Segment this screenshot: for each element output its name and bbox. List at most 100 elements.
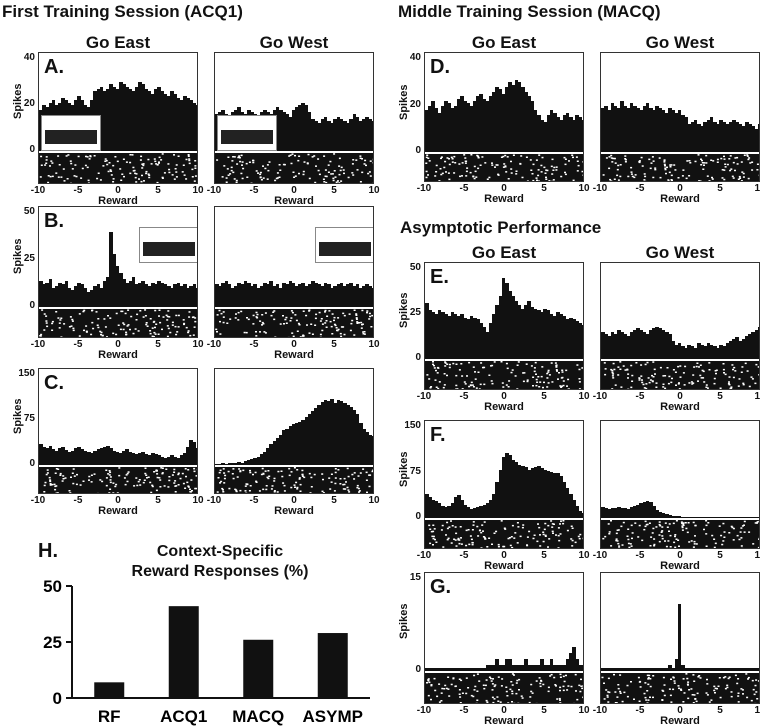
psth-bar bbox=[754, 128, 759, 153]
raster-tick bbox=[661, 530, 664, 532]
psth-bar bbox=[655, 105, 660, 152]
raster-tick bbox=[558, 539, 561, 542]
raster-tick bbox=[434, 689, 437, 692]
raster-tick bbox=[453, 155, 456, 158]
raster-tick bbox=[617, 179, 620, 181]
psth-bar bbox=[706, 342, 711, 359]
y-tick-label: 0 bbox=[29, 458, 35, 469]
raster-tick bbox=[737, 385, 740, 387]
raster-tick bbox=[86, 166, 89, 169]
raster-tick bbox=[440, 692, 443, 694]
chart-h-plot: 50 25 0 RF ACQ1 MACQ ASYMP bbox=[0, 580, 380, 727]
y-tick-label: 0 bbox=[29, 144, 35, 155]
raster-tick bbox=[161, 328, 163, 331]
raster-tick bbox=[106, 163, 109, 166]
raster-tick bbox=[605, 157, 608, 159]
raster-tick bbox=[143, 479, 146, 481]
spike-raster bbox=[425, 154, 583, 181]
raster-tick bbox=[351, 172, 354, 174]
psth-bar bbox=[601, 667, 605, 671]
raster-tick bbox=[463, 154, 466, 156]
raster-tick bbox=[610, 368, 613, 371]
psth-bar bbox=[192, 102, 197, 151]
raster-tick bbox=[83, 329, 85, 332]
raster-tick bbox=[187, 486, 190, 488]
psth-bar bbox=[613, 333, 618, 359]
raster-tick bbox=[73, 475, 76, 477]
raster-tick bbox=[568, 160, 570, 162]
psth-bar bbox=[473, 317, 477, 359]
raster-tick bbox=[59, 472, 62, 475]
panel-label-c: C. bbox=[44, 372, 64, 394]
psth-bar bbox=[530, 306, 535, 359]
raster-tick bbox=[264, 312, 267, 314]
raster-tick bbox=[630, 681, 632, 683]
psth-bar bbox=[259, 454, 264, 465]
raster-tick bbox=[736, 534, 739, 537]
raster-tick bbox=[372, 162, 373, 164]
raster-tick bbox=[616, 174, 619, 177]
raster-tick bbox=[454, 526, 457, 528]
raster-tick bbox=[536, 179, 538, 181]
raster-tick bbox=[435, 369, 437, 372]
raster-tick bbox=[688, 382, 691, 384]
raster-tick bbox=[472, 695, 475, 698]
psth-bar bbox=[722, 516, 727, 518]
psth-bar bbox=[138, 282, 142, 307]
psth-bar bbox=[562, 114, 567, 152]
raster-tick bbox=[488, 537, 491, 539]
psth-bar bbox=[307, 111, 312, 151]
psth-bar bbox=[128, 280, 133, 307]
raster-tick bbox=[72, 329, 75, 332]
raster-tick bbox=[245, 331, 248, 334]
raster-tick bbox=[564, 163, 567, 166]
raster-tick bbox=[430, 386, 433, 388]
raster-tick bbox=[189, 488, 191, 490]
psth-bar bbox=[732, 119, 736, 152]
raster-tick bbox=[369, 315, 372, 318]
raster-tick bbox=[438, 683, 441, 685]
raster-ticks bbox=[39, 309, 197, 337]
raster-tick bbox=[246, 176, 249, 178]
chart-h-category-label: ASYMP bbox=[303, 707, 363, 726]
raster-tick bbox=[740, 371, 743, 373]
raster-tick bbox=[302, 173, 305, 176]
raster-tick bbox=[252, 314, 255, 317]
raster-tick bbox=[543, 528, 546, 531]
raster-tick bbox=[225, 177, 228, 179]
raster-tick bbox=[749, 162, 752, 164]
panel-label-d: D. bbox=[430, 56, 450, 78]
raster-tick bbox=[266, 164, 269, 166]
psth-bar bbox=[623, 333, 628, 359]
raster-tick bbox=[560, 385, 563, 388]
psth-bar bbox=[521, 664, 525, 671]
raster-tick bbox=[664, 375, 667, 377]
raster-tick bbox=[728, 532, 731, 534]
raster-tick bbox=[71, 472, 74, 474]
raster-tick bbox=[121, 310, 124, 313]
raster-tick bbox=[173, 482, 176, 484]
raster-tick bbox=[688, 689, 691, 691]
psth-bar bbox=[601, 107, 605, 152]
raster-tick bbox=[543, 166, 546, 169]
raster-tick bbox=[506, 367, 509, 370]
raster-tick bbox=[228, 487, 231, 490]
raster-tick bbox=[107, 315, 109, 317]
raster-tick bbox=[627, 373, 630, 375]
raster-tick bbox=[84, 164, 87, 167]
psth-bar bbox=[447, 667, 452, 671]
psth-bar bbox=[546, 470, 551, 518]
psth-bar bbox=[645, 501, 650, 518]
raster-tick bbox=[754, 702, 757, 703]
raster-tick bbox=[746, 154, 749, 156]
raster-tick bbox=[89, 155, 92, 157]
raster-tick bbox=[362, 331, 365, 333]
raster-tick bbox=[537, 174, 540, 177]
raster-tick bbox=[478, 680, 481, 682]
raster-tick bbox=[686, 677, 689, 680]
raster-tick bbox=[428, 378, 431, 380]
raster-tick bbox=[428, 524, 431, 527]
psth-bar bbox=[39, 280, 43, 307]
psth-bar bbox=[517, 664, 522, 671]
raster-tick bbox=[255, 170, 258, 172]
